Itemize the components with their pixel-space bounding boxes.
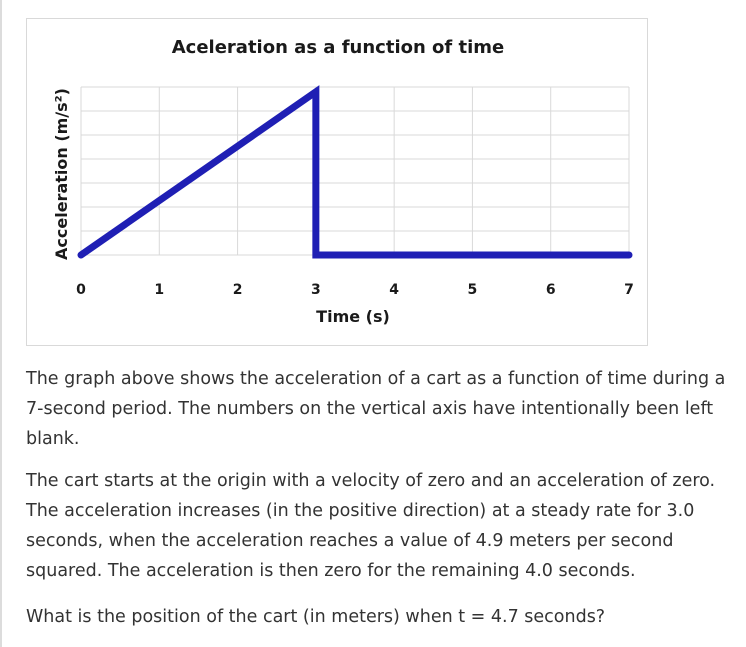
chart-frame: 0 1 2 3 4 5 6 7 Aceleration as a function of ti…	[26, 18, 648, 346]
x-tick-label: 0	[76, 282, 86, 298]
acceleration-chart: 0 1 2 3 4 5 6 7 Aceleration as a function of ti…	[52, 37, 634, 326]
x-tick-labels: 0 1 2 3 4 5 6 7	[76, 282, 634, 298]
x-tick-label: 2	[233, 282, 243, 298]
question-text: What is the position of the cart (in met…	[26, 607, 606, 627]
y-axis-label: Acceleration (m/s²)	[52, 88, 71, 260]
description-paragraph: The graph above shows the acceleration o…	[26, 369, 726, 449]
chart-title: Aceleration as a function of time	[172, 37, 505, 58]
acceleration-series-line	[77, 85, 633, 259]
x-tick-label: 1	[154, 282, 164, 298]
x-tick-label: 6	[546, 282, 556, 298]
x-tick-label: 4	[389, 282, 399, 298]
x-axis-label: Time (s)	[316, 307, 390, 326]
grid	[80, 86, 630, 256]
x-tick-label: 3	[311, 282, 321, 298]
left-border	[0, 0, 2, 647]
x-tick-label: 7	[624, 282, 634, 298]
problem-statement-paragraph: The cart starts at the origin with a vel…	[26, 471, 716, 581]
x-tick-label: 5	[468, 282, 478, 298]
